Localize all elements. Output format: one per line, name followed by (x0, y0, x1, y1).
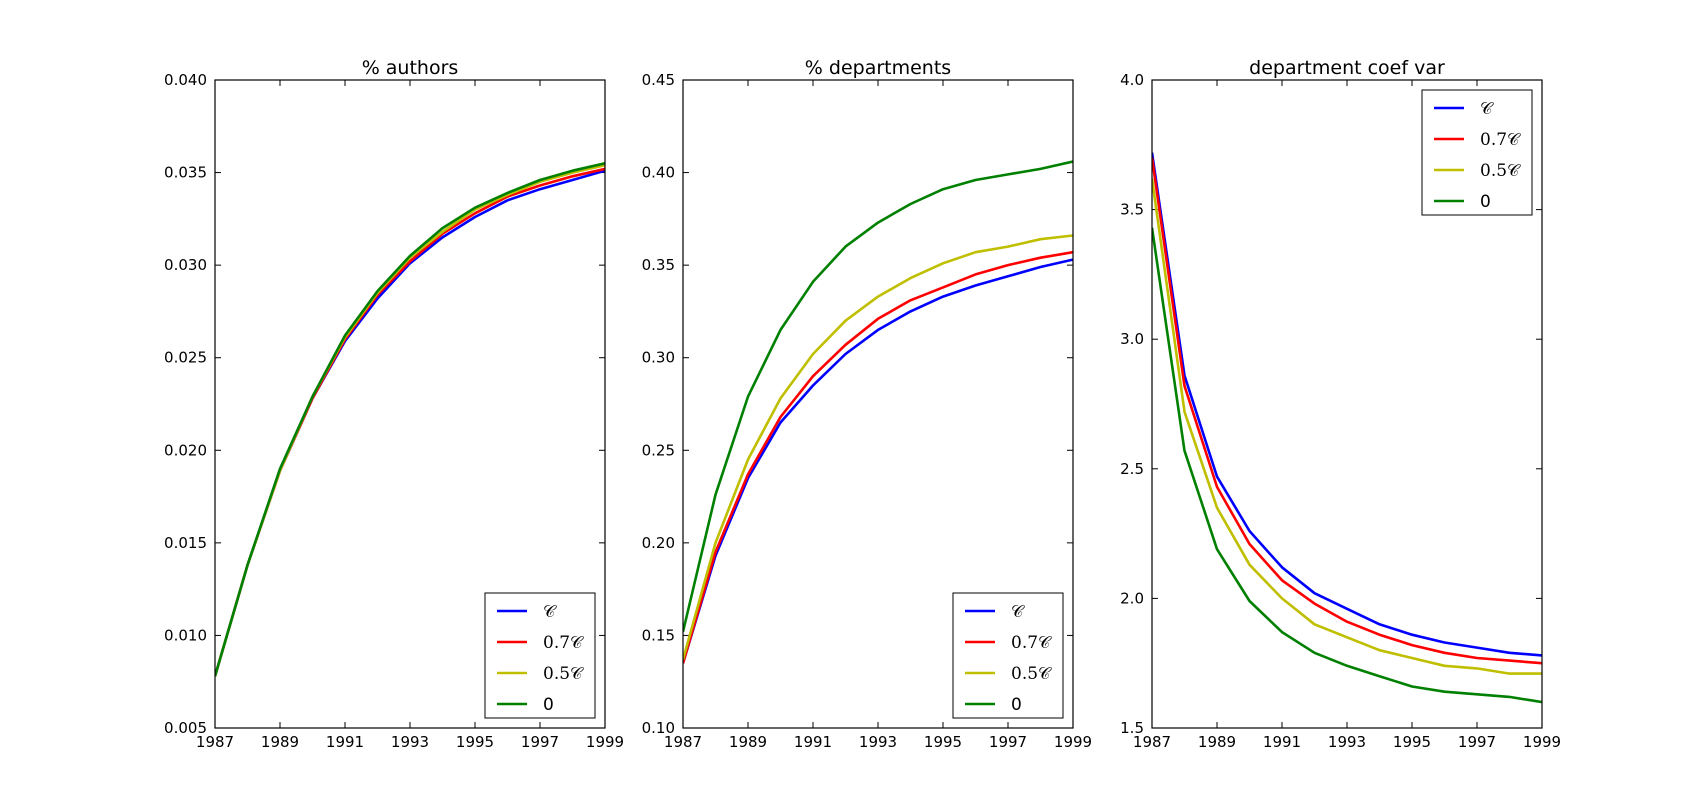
x-tick-label: 1997 (521, 733, 559, 751)
series-line-2 (683, 250, 1073, 664)
chart-title: % departments (805, 57, 951, 79)
x-tick-label: 1995 (456, 733, 494, 751)
x-tick-label: 1987 (664, 733, 702, 751)
x-tick-label: 1991 (1263, 733, 1301, 751)
y-tick-label: 0.25 (642, 441, 675, 459)
y-tick-label: 0.30 (642, 349, 675, 367)
axes-frame (1151, 79, 1543, 729)
series-line-1 (683, 258, 1073, 664)
chart-panel-3: department coef var 1987 1989 1991 1993 1995 1… (1120, 57, 1561, 751)
legend-box (1421, 89, 1533, 216)
x-tick-label: 1993 (859, 733, 897, 751)
legend-label: 0.5𝒞 (1011, 664, 1052, 684)
y-tick-label: 0.20 (642, 534, 675, 552)
y-tick-label: 0.35 (642, 256, 675, 274)
series-line-4 (683, 160, 1073, 633)
legend: 𝒞 0.7𝒞 0.5𝒞 0 (1421, 89, 1533, 216)
legend-label: 𝒞 (1480, 99, 1494, 119)
legend-label: 0 (1011, 695, 1022, 715)
x-tick-label: 1997 (1458, 733, 1496, 751)
y-tick-label: 2.0 (1120, 589, 1144, 607)
x-tick-label: 1993 (391, 733, 429, 751)
chart-title: department coef var (1249, 57, 1445, 79)
legend-box (484, 592, 596, 719)
legend-label: 0 (1480, 192, 1491, 212)
x-tick-label: 1999 (1054, 733, 1092, 751)
series-line-4 (1152, 227, 1542, 704)
y-tick-label: 4.0 (1120, 71, 1144, 89)
legend-label: 0.7𝒞 (1480, 130, 1521, 150)
legend-label: 0 (543, 695, 554, 715)
chart-title: % authors (362, 57, 459, 79)
y-tick-label: 3.0 (1120, 330, 1144, 348)
x-tick-label: 1989 (1198, 733, 1236, 751)
y-tick-label: 0.005 (164, 719, 207, 737)
x-tick-label: 1987 (1133, 733, 1171, 751)
x-tick-label: 1989 (261, 733, 299, 751)
legend: 𝒞 0.7𝒞 0.5𝒞 0 (484, 592, 596, 719)
x-tick-label: 1991 (326, 733, 364, 751)
x-tick-label: 1999 (586, 733, 624, 751)
y-tick-label: 0.40 (642, 164, 675, 182)
y-tick-label: 0.015 (164, 534, 207, 552)
x-tick-label: 1997 (989, 733, 1027, 751)
x-tick-label: 1999 (1523, 733, 1561, 751)
x-tick-label: 1993 (1328, 733, 1366, 751)
series-line-4 (215, 162, 605, 677)
y-tick-label: 0.15 (642, 626, 675, 644)
series-line-1 (1152, 152, 1542, 657)
series-line-2 (1152, 157, 1542, 665)
legend-label: 0.5𝒞 (543, 664, 584, 684)
legend-box (952, 592, 1064, 719)
y-tick-label: 0.040 (164, 71, 207, 89)
y-tick-label: 0.025 (164, 349, 207, 367)
y-tick-label: 0.035 (164, 164, 207, 182)
x-tick-label: 1991 (794, 733, 832, 751)
legend-label: 𝒞 (543, 602, 557, 622)
x-tick-label: 1995 (924, 733, 962, 751)
series-line-3 (1152, 178, 1542, 675)
legend-label: 0.7𝒞 (543, 633, 584, 653)
y-tick-label: 0.45 (642, 71, 675, 89)
y-tick-label: 0.010 (164, 626, 207, 644)
chart-panel-1: % authors 1987 1989 1991 1993 1995 1997 1999 0.0… (164, 57, 624, 751)
y-tick-label: 0.030 (164, 256, 207, 274)
series-line-3 (683, 234, 1073, 660)
y-tick-label: 2.5 (1120, 460, 1144, 478)
x-tick-label: 1995 (1393, 733, 1431, 751)
y-tick-label: 3.5 (1120, 201, 1144, 219)
x-tick-label: 1989 (729, 733, 767, 751)
y-tick-label: 0.020 (164, 441, 207, 459)
y-tick-label: 1.5 (1120, 719, 1144, 737)
legend-label: 0.5𝒞 (1480, 161, 1521, 181)
legend-label: 𝒞 (1011, 602, 1025, 622)
y-tick-label: 0.10 (642, 719, 675, 737)
axes-frame (682, 79, 1074, 729)
legend: 𝒞 0.7𝒞 0.5𝒞 0 (952, 592, 1064, 719)
x-tick-label: 1987 (196, 733, 234, 751)
chart-panel-2: % departments 1987 1989 1991 1993 1995 1997 199… (642, 57, 1093, 751)
axes-frame (214, 79, 606, 729)
legend-label: 0.7𝒞 (1011, 633, 1052, 653)
